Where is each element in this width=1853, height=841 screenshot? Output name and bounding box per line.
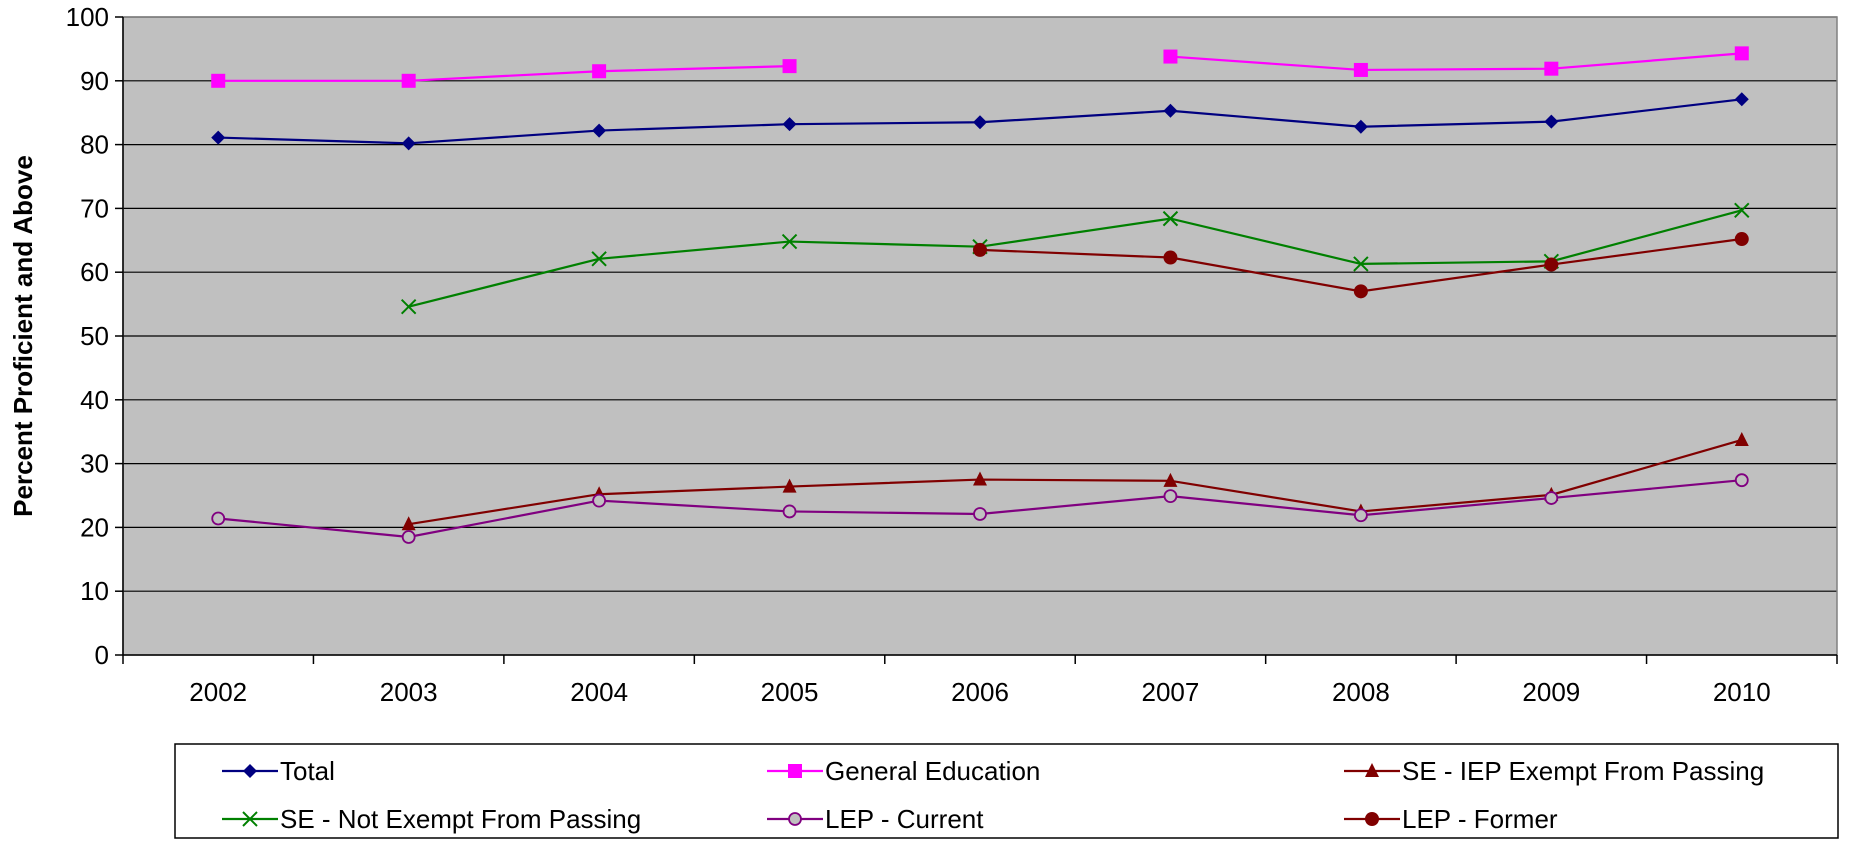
legend-item: LEP - Current	[767, 804, 984, 834]
data-point	[1162, 210, 1179, 227]
x-tick-label: 2009	[1522, 677, 1580, 707]
series-group	[211, 46, 1750, 544]
data-point	[1734, 232, 1749, 247]
legend-item: SE - IEP Exempt From Passing	[1344, 756, 1764, 786]
data-point	[1734, 92, 1749, 107]
legend-item: LEP - Former	[1344, 804, 1558, 834]
data-point	[782, 504, 797, 519]
series-4	[211, 473, 1749, 544]
data-point	[1163, 103, 1178, 118]
data-point	[973, 242, 987, 257]
data-point	[401, 136, 416, 151]
series-line	[408, 438, 1743, 526]
legend-marker	[788, 812, 802, 826]
x-tick-label: 2002	[189, 677, 247, 707]
data-point	[1163, 489, 1178, 504]
data-point	[1544, 61, 1559, 76]
x-tick-label: 2006	[951, 677, 1009, 707]
data-point	[1734, 473, 1749, 488]
data-point	[401, 73, 416, 88]
data-point	[973, 471, 987, 486]
data-point	[973, 507, 987, 521]
data-point	[211, 511, 226, 526]
series-5	[973, 232, 1749, 299]
data-point	[401, 530, 416, 544]
data-point	[401, 516, 416, 531]
data-point	[591, 251, 607, 267]
y-tick-label: 20	[80, 512, 109, 542]
data-point	[1163, 472, 1178, 487]
x-tick-label: 2005	[761, 677, 819, 707]
legend-label: Total	[280, 756, 335, 786]
legend-label: SE - Not Exempt From Passing	[280, 804, 641, 834]
legend-marker	[788, 764, 802, 778]
legend-label: LEP - Current	[825, 804, 984, 834]
legend-marker	[1365, 812, 1379, 826]
data-point	[1353, 508, 1368, 523]
data-point	[1544, 114, 1559, 129]
y-tick-label: 40	[80, 385, 109, 415]
data-point	[782, 478, 797, 493]
legend-label: SE - IEP Exempt From Passing	[1402, 756, 1764, 786]
y-tick-label: 90	[80, 66, 109, 96]
legend-item: General Education	[767, 756, 1040, 786]
data-point	[211, 130, 226, 145]
legend-marker	[243, 764, 257, 778]
series-line	[218, 52, 1742, 82]
data-point	[1353, 119, 1368, 134]
y-tick-label: 10	[80, 576, 109, 606]
y-tick-label: 0	[95, 640, 109, 670]
series-0	[211, 92, 1749, 151]
legend: Total General Education SE - IEP Exempt Fr…	[222, 756, 1764, 834]
series-line	[408, 209, 1743, 308]
x-tick-label: 2008	[1332, 677, 1390, 707]
y-tick-label: 70	[80, 193, 109, 223]
legend-item: Total	[222, 756, 335, 786]
x-axis-ticks: 2002 2003 2004 2005 2006 2007 2008 2009 2010	[122, 655, 1838, 707]
x-tick-label: 2004	[570, 677, 628, 707]
data-point	[1353, 62, 1368, 77]
y-axis-ticks: 0 10 20 30 40 50 60 70 80 90 100	[66, 2, 123, 670]
data-point	[592, 123, 607, 138]
y-tick-label: 30	[80, 449, 109, 479]
data-point	[592, 493, 607, 508]
data-point	[782, 117, 797, 132]
legend-box	[174, 743, 1839, 839]
data-point	[1163, 250, 1178, 265]
x-tick-label: 2010	[1713, 677, 1771, 707]
legend-marker	[242, 811, 258, 827]
data-point	[1734, 46, 1749, 61]
y-tick-label: 100	[66, 2, 109, 32]
x-tick-label: 2007	[1142, 677, 1200, 707]
data-point	[973, 115, 987, 130]
data-point	[1163, 49, 1178, 64]
legend-marker	[1365, 763, 1379, 777]
data-point	[781, 233, 798, 250]
y-tick-label: 60	[80, 257, 109, 287]
data-point	[1734, 202, 1750, 219]
data-point	[782, 59, 797, 74]
data-point	[211, 73, 226, 88]
data-point	[1544, 491, 1559, 505]
data-point	[1734, 431, 1749, 446]
y-tick-label: 80	[80, 130, 109, 160]
data-point	[1353, 256, 1369, 272]
data-point	[1544, 257, 1559, 272]
legend-label: General Education	[825, 756, 1040, 786]
series-1	[211, 46, 1749, 88]
data-point	[592, 64, 607, 79]
data-point	[400, 298, 417, 315]
data-point	[1353, 284, 1368, 299]
y-axis-title: Percent Proficient and Above	[8, 155, 38, 517]
y-tick-label: 50	[80, 321, 109, 351]
legend-label: LEP - Former	[1402, 804, 1558, 834]
legend-item: SE - Not Exempt From Passing	[222, 804, 641, 834]
x-tick-label: 2003	[380, 677, 438, 707]
